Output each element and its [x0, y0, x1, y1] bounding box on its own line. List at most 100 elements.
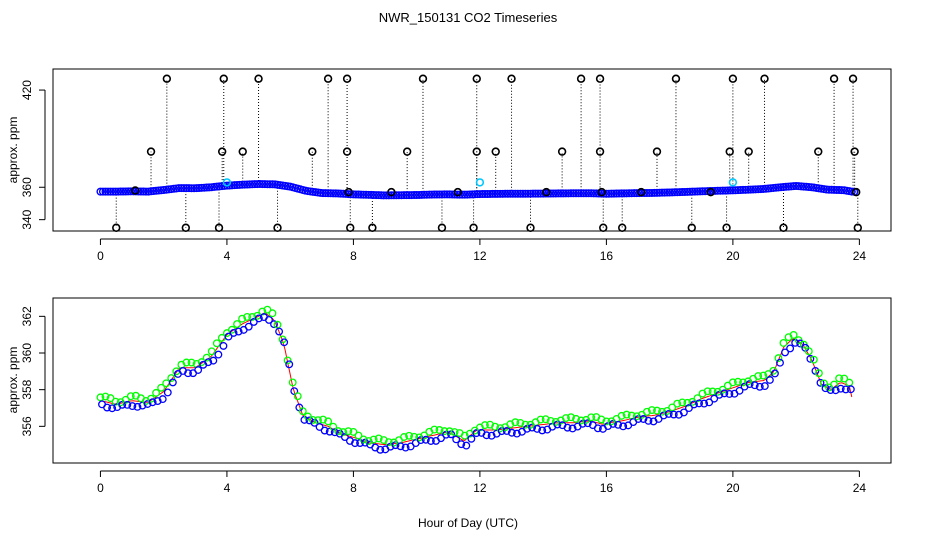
data-point — [534, 189, 543, 198]
data-point — [443, 190, 452, 199]
bottom-y-tick-label: 356 — [20, 416, 34, 436]
data-point-blue — [452, 435, 461, 444]
data-point — [354, 190, 363, 199]
data-point — [625, 189, 634, 198]
data-point-green — [809, 355, 818, 364]
data-point — [460, 190, 469, 199]
data-point — [711, 186, 720, 195]
outlier-point — [636, 187, 646, 197]
data-point — [739, 185, 748, 194]
data-point-green — [268, 309, 277, 318]
data-point — [721, 186, 730, 195]
data-point — [405, 191, 414, 200]
data-point-blue — [619, 422, 628, 431]
data-point — [652, 188, 661, 197]
data-point-green — [718, 385, 727, 394]
outlier-point — [687, 223, 696, 232]
data-point — [101, 187, 110, 196]
data-point-green — [491, 422, 500, 431]
outlier-point — [599, 223, 608, 232]
data-point — [104, 187, 113, 196]
data-point-blue — [705, 398, 714, 407]
outlier-point — [595, 74, 605, 83]
data-point-blue — [204, 358, 213, 367]
data-point — [513, 189, 522, 198]
bottom-x-tick-label: 4 — [224, 481, 231, 495]
data-point-blue — [538, 426, 547, 435]
data-point — [690, 187, 699, 196]
data-point-green — [642, 407, 651, 416]
data-point — [430, 190, 439, 199]
outlier-point — [852, 187, 861, 197]
data-point — [260, 180, 269, 189]
top-marks — [96, 74, 862, 232]
data-point — [116, 187, 125, 196]
data-point-blue — [285, 360, 294, 369]
data-point — [205, 183, 214, 192]
outlier-point — [850, 147, 859, 156]
data-point — [349, 190, 358, 199]
data-point-green — [379, 436, 388, 444]
data-point-blue — [472, 429, 481, 438]
data-point-green — [329, 422, 338, 431]
data-point — [607, 189, 616, 198]
bottom-y-label: approx. ppm — [6, 347, 20, 414]
data-point — [473, 190, 482, 199]
data-point — [518, 189, 527, 198]
data-point — [516, 189, 525, 198]
data-point — [136, 187, 145, 196]
data-point — [668, 188, 677, 197]
data-point — [741, 185, 750, 194]
bottom-x-tick-label: 8 — [350, 481, 357, 495]
data-point — [660, 188, 669, 197]
data-point — [106, 187, 115, 196]
bottom-panel: 0 4 8 12 16 20 24 356 358 360 362 approx. ppm — [6, 297, 892, 495]
outlier-point — [402, 147, 412, 156]
data-point-green — [450, 428, 459, 436]
data-point-green — [319, 415, 328, 424]
data-point — [685, 187, 694, 196]
data-point-green — [233, 320, 241, 329]
data-point — [572, 189, 581, 198]
data-point — [531, 189, 540, 198]
data-point — [470, 190, 479, 199]
data-point-blue — [664, 409, 673, 418]
data-point — [673, 188, 682, 197]
data-point — [556, 189, 565, 198]
data-point — [253, 180, 262, 189]
top-x-tick-label: 8 — [350, 249, 357, 263]
data-point — [506, 189, 515, 198]
data-point-blue — [133, 402, 142, 411]
data-point-blue — [158, 395, 167, 404]
data-point — [675, 188, 684, 197]
top-x-tick-label: 16 — [600, 249, 614, 263]
data-point — [483, 189, 492, 198]
outlier-point — [323, 74, 333, 83]
data-point-green — [804, 347, 813, 356]
top-panel: 0 4 8 12 16 20 24 340 360 420 approx. ppm — [6, 68, 892, 263]
data-point — [192, 184, 201, 193]
data-point — [402, 191, 411, 200]
data-point-blue — [229, 328, 238, 337]
data-point — [529, 189, 538, 198]
data-point — [554, 189, 563, 198]
data-point — [359, 190, 368, 199]
top-x-tick-label: 0 — [97, 249, 104, 263]
data-point-green — [673, 399, 682, 408]
data-point-green — [617, 411, 626, 420]
data-point-blue — [669, 410, 678, 419]
data-point-green — [597, 415, 606, 424]
bottom-y-tick-label: 360 — [20, 343, 34, 363]
data-point-blue — [224, 332, 233, 341]
data-point-green — [258, 307, 267, 316]
data-point-blue — [401, 443, 410, 452]
data-point-green — [182, 358, 191, 367]
data-point — [200, 183, 209, 192]
x-axis-label: Hour of Day (UTC) — [418, 516, 518, 530]
data-point-green — [121, 395, 130, 404]
data-point-blue — [563, 423, 572, 432]
data-point-blue — [265, 315, 273, 324]
data-point-green — [167, 374, 176, 383]
outlier-point — [308, 147, 317, 156]
data-point — [602, 189, 611, 198]
